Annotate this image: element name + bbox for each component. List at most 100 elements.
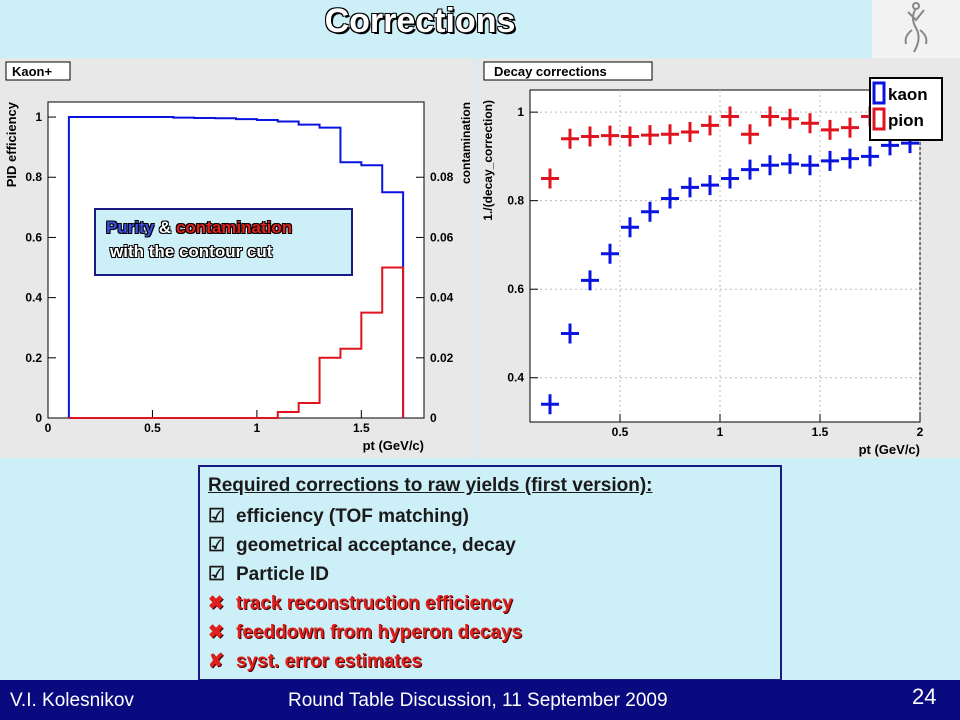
corrections-box: Required corrections to raw yields (firs… [198,465,782,681]
pion-point [761,106,779,127]
kaon-point [821,150,839,171]
y-axis-label: 1./(decay_correction) [481,100,495,221]
purity-annotation: Purity & contamination with the contour … [94,208,353,276]
y2-tick-label: 0.08 [430,170,454,184]
pion-point [841,117,859,138]
kaon-point [541,394,559,415]
pion-point [641,125,659,146]
x-axis-label: pt (GeV/c) [363,438,424,453]
kaon-point [581,270,599,291]
ampersand: & [158,218,172,237]
pion-point [661,124,679,145]
pion-point [741,124,759,145]
y2-tick-label: 0 [430,411,437,425]
pion-point [601,125,619,146]
pion-series [541,106,879,189]
annotation-line2: with the contour cut [110,242,273,261]
y-tick-label: 0.4 [507,371,524,385]
kaon-series [541,133,919,415]
efficiency-series [67,116,405,418]
footer-author: V.I. Kolesnikov [10,690,134,711]
y-tick-label: 0.6 [25,230,42,244]
kaon-point [661,188,679,209]
correction-item: ☑ geometrical acceptance, decay [208,534,516,557]
pion-point [701,115,719,136]
x-tick-label: 2 [917,425,924,439]
logo [872,0,960,58]
decay-corrections-chart: Decay corrections 0.5 1 1.5 2 0.4 0.6 0.8 1 pt (G… [481,61,943,457]
corrections-heading: Required corrections to raw yields (firs… [208,475,653,496]
plot-frame [529,89,921,423]
x-tick-label: 1 [254,421,261,435]
correction-text: syst. error estimates [236,651,422,672]
chart-title-box [483,61,653,81]
kaon-legend-marker [872,81,886,105]
x-axis-label: pt (GeV/c) [859,442,920,457]
page-number: 24 [912,684,937,709]
correction-text: Particle ID [236,564,329,585]
y-tick-label: 0.2 [25,351,42,365]
pion-point [721,106,739,127]
correction-item: ✘ syst. error estimates [208,650,422,673]
correction-item: ☑ efficiency (TOF matching) [208,505,469,528]
chart-title: Kaon+ [12,64,53,79]
correction-text: track reconstruction efficiency [236,593,513,614]
footer-bar: V.I. Kolesnikov Round Table Discussion, … [0,680,960,720]
pion-point [801,113,819,134]
x-tick-label: 0.5 [144,421,161,435]
y-tick-label: 0.6 [507,282,524,296]
pion-legend-marker [872,107,886,131]
cross-mark-icon: ✖ [208,593,224,614]
chart-panel-decay: Decay corrections 0.5 1 1.5 2 0.4 0.6 0.8 1 pt (G… [478,58,960,458]
purity-word: Purity [106,218,155,237]
checkbox-checked-icon: ☑ [208,564,226,585]
checkbox-checked-icon: ☑ [208,535,226,556]
kaon-point [721,168,739,189]
chart-title: Decay corrections [494,64,607,79]
correction-item: ✖ track reconstruction efficiency [208,592,513,615]
x-tick-label: 0 [45,421,52,435]
kaon-point [861,146,879,167]
slide-title: Corrections [324,2,516,40]
checkbox-checked-icon: ☑ [208,506,226,527]
y2-tick-label: 0.06 [430,230,454,244]
correction-text: geometrical acceptance, decay [236,535,516,556]
x-tick-label: 1.5 [353,421,370,435]
y-tick-label: 1 [517,105,524,119]
kaon-point [601,243,619,264]
kaon-legend-label: kaon [888,85,928,104]
pion-point [681,122,699,143]
kaon-point [741,159,759,180]
pion-point [541,168,559,189]
kaon-point [761,155,779,176]
contamination-series [68,266,405,419]
kaon-point [681,177,699,198]
legend: kaon pion [869,77,943,141]
y-tick-label: 1 [35,110,42,124]
pion-point [781,108,799,129]
pion-point [581,126,599,147]
pion-legend-label: pion [888,111,924,130]
pion-point [561,128,579,149]
contamination-word: contamination [175,218,293,237]
y2-tick-label: 0.04 [430,291,454,305]
x-tick-label: 0.5 [612,425,629,439]
y-tick-label: 0.4 [25,291,42,305]
pion-point [621,126,639,147]
y-axis-label: PID efficiency [4,101,19,187]
cross-mark-icon: ✖ [208,622,224,643]
kaon-point [641,201,659,222]
kaon-point [781,153,799,174]
x-tick-label: 1.5 [812,425,829,439]
correction-text: efficiency (TOF matching) [236,506,469,527]
pion-point [821,119,839,140]
y2-tick-label: 0.02 [430,351,454,365]
y-tick-label: 0 [35,411,42,425]
kaon-point [621,217,639,238]
correction-item: ✖ feeddown from hyperon decays [208,621,522,644]
correction-text: feeddown from hyperon decays [236,622,523,643]
x-tick-label: 1 [717,425,724,439]
y-tick-label: 0.8 [507,194,524,208]
y-tick-label: 0.8 [25,170,42,184]
kaon-point [801,155,819,176]
